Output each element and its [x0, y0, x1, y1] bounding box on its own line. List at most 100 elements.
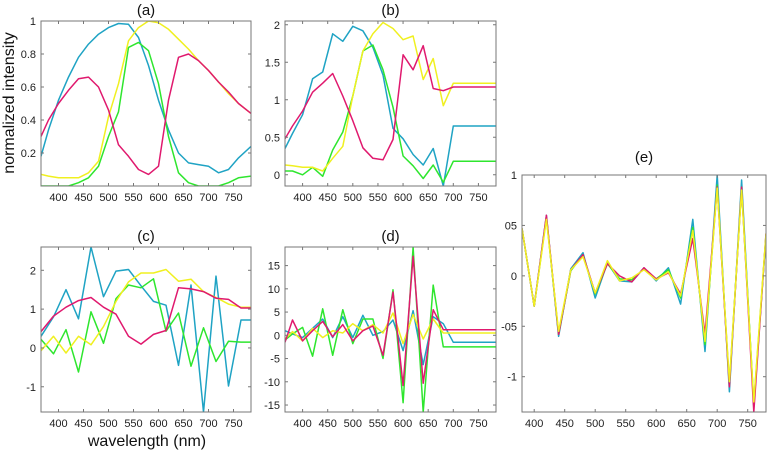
y-tick-label: 1: [511, 170, 517, 182]
panel-title: (b): [381, 2, 399, 19]
panel-a: (a) 400 450 500 550 600 650 700 750 0.2 0.4 0.6 0.8 1: [21, 2, 252, 204]
panel-title: (d): [381, 228, 399, 245]
x-tick-label: 450: [319, 418, 337, 430]
x-tick-label: 500: [344, 418, 362, 430]
y-tick-label: 1: [30, 304, 36, 316]
y-tick-label: -05: [501, 321, 517, 333]
y-tick-label: 0.6: [21, 82, 36, 94]
x-tick-label: 550: [617, 418, 635, 430]
series-line-yellow: [522, 187, 766, 403]
panel-b: (b) 400 450 500 550 600 650 700 750 0 0.5 1 1.5 2: [265, 2, 497, 204]
x-tick-label: 650: [419, 192, 437, 204]
x-tick-label: 500: [99, 192, 117, 204]
series-line-magenta: [41, 53, 251, 176]
panel-title: (c): [137, 228, 155, 245]
x-tick-label: 450: [319, 192, 337, 204]
series-line-green: [285, 44, 496, 184]
x-tick-label: 650: [174, 418, 192, 430]
x-tick-label: 750: [224, 192, 242, 204]
series-line-blue: [41, 22, 251, 174]
x-tick-label: 650: [678, 418, 696, 430]
panels-layer: (a)400 450 500 550 600 650 700 7500.20.40.60.81…: [21, 2, 767, 430]
x-tick-label: 650: [419, 418, 437, 430]
panel-title: (e): [635, 149, 653, 166]
x-tick-label: 550: [124, 418, 142, 430]
x-tick-label: 450: [74, 192, 92, 204]
series-line-magenta: [41, 287, 251, 345]
x-tick-label: 450: [556, 418, 574, 430]
y-tick-label: 15: [268, 261, 280, 273]
x-tick-label: 400: [525, 418, 543, 430]
y-tick-label: 5: [274, 307, 280, 319]
y-tick-label: -1: [507, 372, 517, 384]
series-line-blue: [41, 247, 251, 412]
series-line-magenta: [285, 255, 496, 387]
x-tick-label: 500: [344, 192, 362, 204]
plot-frame: [40, 246, 252, 413]
x-tick-label: 700: [199, 418, 217, 430]
x-tick-label: 750: [739, 418, 757, 430]
panel-title: (a): [137, 2, 155, 19]
plot-frame: [284, 246, 497, 413]
x-tick-label: 650: [174, 192, 192, 204]
series-group: [285, 247, 496, 412]
x-tick-label: 600: [647, 418, 665, 430]
y-tick-label: -5: [270, 354, 280, 366]
series-line-yellow: [285, 21, 496, 172]
y-tick-label: 05: [505, 220, 517, 232]
y-tick-label: -1: [26, 382, 36, 394]
series-line-yellow: [41, 21, 251, 179]
series-line-green: [41, 41, 251, 186]
x-tick-label: 750: [469, 192, 487, 204]
x-tick-label: 550: [369, 418, 387, 430]
y-tick-label: 0.8: [21, 49, 36, 61]
x-tick-label: 400: [293, 418, 311, 430]
y-tick-label: 1: [30, 16, 36, 28]
series-line-green: [41, 278, 251, 373]
x-tick-label: 550: [124, 192, 142, 204]
x-tick-label: 700: [199, 192, 217, 204]
series-group: [41, 21, 251, 186]
series-line-blue: [285, 25, 496, 186]
x-tick-label: 700: [708, 418, 726, 430]
x-tick-label: 400: [49, 192, 67, 204]
y-tick-label: 0: [274, 330, 280, 342]
x-tick-label: 550: [369, 192, 387, 204]
series-line-magenta: [285, 44, 496, 161]
y-tick-label: 0.5: [265, 132, 280, 144]
x-tick-label: 600: [394, 192, 412, 204]
y-tick-label: 0: [30, 343, 36, 355]
x-tick-label: 400: [49, 418, 67, 430]
plot-frame: [521, 174, 767, 413]
y-tick-label: 10: [268, 284, 280, 296]
y-tick-label: 0.4: [21, 115, 36, 127]
y-tick-label: 0: [511, 271, 517, 283]
panel-e: (e) 400 450 500 550 600 650 700 750 -1 -05 0 05 1: [501, 149, 767, 430]
plot-frame: [284, 20, 497, 187]
x-tick-label: 400: [293, 192, 311, 204]
y-tick-label: -10: [264, 377, 280, 389]
panel-c: (c) 400 450 500 550 600 650 700 750 -1 0 1 2: [26, 228, 252, 430]
x-tick-label: 500: [586, 418, 604, 430]
y-tick-label: 1.5: [265, 57, 280, 69]
y-tick-label: 2: [30, 265, 36, 277]
y-tick-label: 2: [274, 20, 280, 32]
panel-d: (d) 400 450 500 550 600 650 700 750 -15 -10 -5 0 5 10 1…: [264, 228, 497, 430]
x-axis-label: wavelength (nm): [87, 433, 206, 450]
series-group: [522, 175, 766, 412]
x-tick-label: 600: [149, 192, 167, 204]
x-tick-label: 700: [444, 192, 462, 204]
x-tick-label: 500: [99, 418, 117, 430]
x-tick-label: 600: [149, 418, 167, 430]
series-group: [285, 21, 496, 186]
y-tick-label: 0.2: [21, 148, 36, 160]
y-tick-label: -15: [264, 400, 280, 412]
y-axis-label: normalized intensity: [1, 32, 18, 173]
x-tick-label: 750: [469, 418, 487, 430]
x-tick-label: 450: [74, 418, 92, 430]
x-tick-label: 750: [224, 418, 242, 430]
x-tick-label: 600: [394, 418, 412, 430]
plot-frame: [40, 20, 252, 187]
y-tick-label: 0: [274, 170, 280, 182]
